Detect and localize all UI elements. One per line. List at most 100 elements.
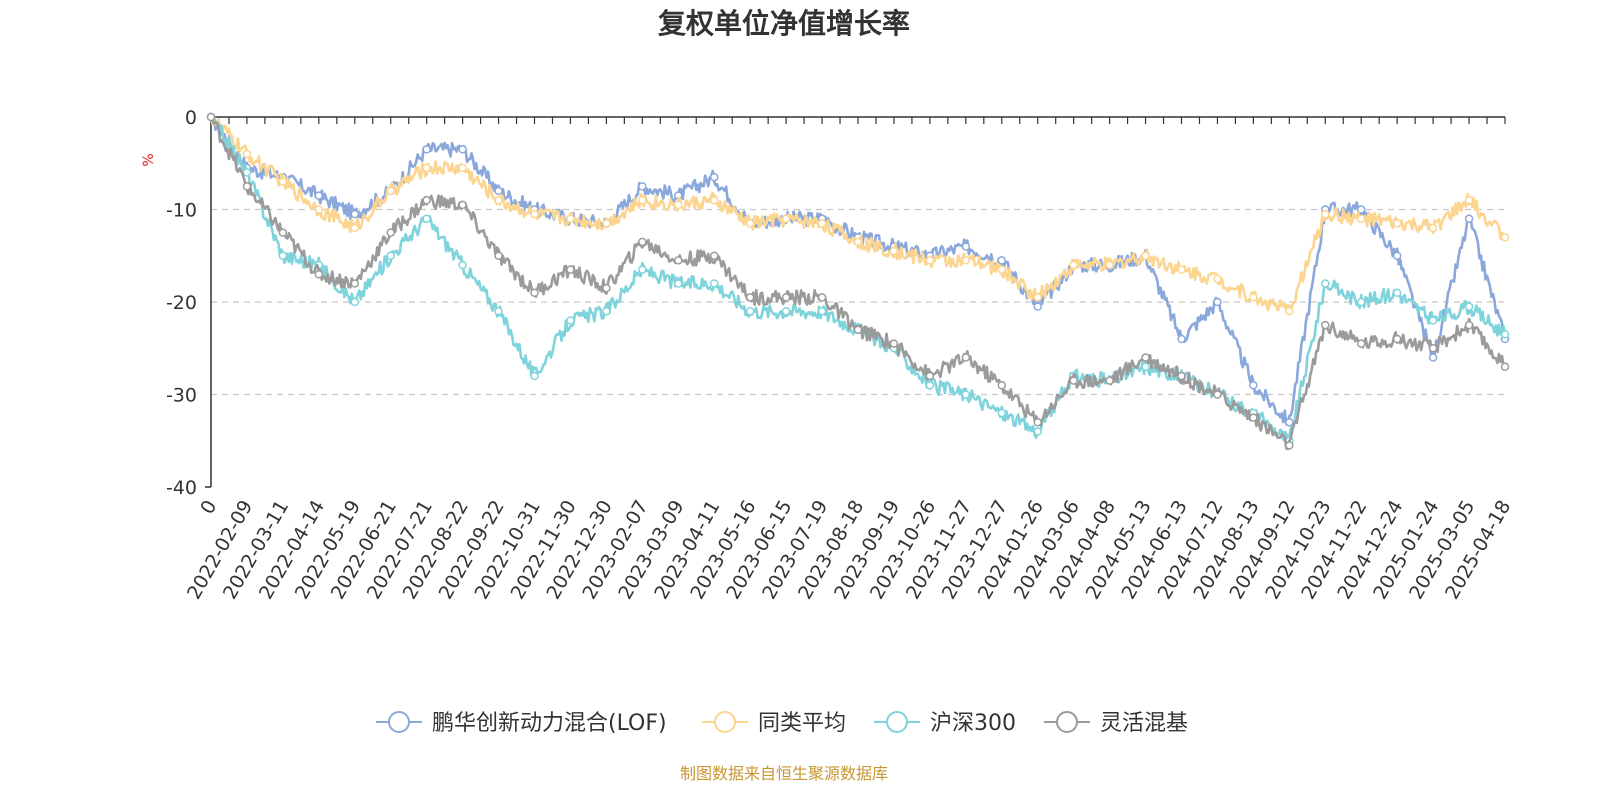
- data-point: [1356, 297, 1366, 307]
- data-point: [530, 209, 539, 219]
- data-point: [602, 283, 611, 293]
- data-point: [961, 242, 971, 251]
- data-point: [530, 371, 539, 381]
- data-point: [1177, 371, 1186, 381]
- data-point: [709, 196, 719, 205]
- data-point: [458, 145, 467, 154]
- data-point: [566, 214, 575, 223]
- data-point: [1033, 418, 1042, 427]
- legend-marker: [1056, 711, 1078, 733]
- data-point: [853, 237, 863, 247]
- data-point: [1141, 251, 1150, 260]
- data-point: [1428, 316, 1438, 325]
- data-point: [1392, 219, 1402, 228]
- data-point: [638, 196, 647, 205]
- data-point: [386, 251, 395, 260]
- y-tick-label: -40: [166, 477, 197, 499]
- data-point: [242, 182, 252, 191]
- legend-label: 同类平均: [758, 711, 846, 736]
- data-point: [961, 256, 971, 265]
- data-point: [1321, 320, 1330, 330]
- y-tick-label: -30: [166, 385, 197, 407]
- y-tick-label: -10: [166, 200, 197, 222]
- data-point: [1285, 418, 1294, 427]
- data-point: [1141, 362, 1150, 371]
- legend-label: 沪深300: [930, 711, 1016, 736]
- data-point: [422, 214, 431, 223]
- x-tick-label: 0: [196, 497, 221, 518]
- data-point: [1464, 302, 1474, 311]
- data-point: [997, 381, 1007, 390]
- data-point: [602, 307, 611, 316]
- data-point: [1428, 344, 1438, 353]
- series-line: [209, 116, 1506, 314]
- data-point: [1069, 376, 1078, 385]
- data-point: [566, 316, 575, 325]
- data-point: [350, 297, 360, 307]
- data-point: [925, 371, 935, 381]
- data-point: [925, 256, 935, 265]
- data-point: [817, 219, 827, 228]
- data-point: [1464, 320, 1474, 330]
- data-point: [1392, 334, 1402, 344]
- data-point: [314, 270, 324, 279]
- data-point: [386, 228, 395, 237]
- data-point: [1249, 381, 1258, 390]
- data-point: [278, 251, 288, 260]
- legend-marker: [714, 711, 736, 733]
- data-point: [1500, 233, 1510, 242]
- data-point: [1321, 209, 1330, 219]
- data-point: [1356, 205, 1366, 214]
- data-point: [566, 265, 575, 274]
- data-source-footer: 制图数据来自恒生聚源数据库: [680, 764, 888, 783]
- data-point: [386, 186, 395, 196]
- data-point: [422, 145, 431, 154]
- legend-marker: [388, 711, 410, 733]
- data-point: [997, 265, 1007, 274]
- data-point: [638, 237, 647, 247]
- legend-label: 灵活混基: [1100, 711, 1188, 736]
- data-point: [494, 196, 503, 205]
- data-point: [458, 200, 467, 210]
- data-point: [1428, 353, 1438, 362]
- legend: 鹏华创新动力混合(LOF) 同类平均 沪深300 灵活混基: [376, 711, 1188, 736]
- data-point: [709, 251, 719, 260]
- data-point: [1356, 339, 1366, 348]
- data-point: [889, 246, 899, 256]
- data-point: [1141, 353, 1150, 362]
- data-point: [781, 214, 791, 223]
- data-point: [1033, 293, 1042, 302]
- data-point: [638, 182, 647, 191]
- data-point: [853, 325, 863, 334]
- data-point: [350, 209, 360, 219]
- data-point: [961, 353, 971, 362]
- data-point: [494, 251, 503, 260]
- data-point: [674, 200, 683, 210]
- data-point: [889, 339, 899, 348]
- data-point: [1392, 251, 1402, 260]
- grid-layer: [211, 208, 1505, 396]
- data-point: [530, 288, 539, 297]
- data-point: [1428, 223, 1438, 233]
- data-point: [278, 228, 288, 237]
- data-point: [1033, 427, 1042, 436]
- data-point: [925, 381, 935, 390]
- data-point: [1500, 330, 1510, 339]
- data-point: [314, 205, 324, 214]
- data-point: [494, 307, 503, 316]
- series-line: [209, 115, 1507, 441]
- data-point: [781, 307, 791, 316]
- data-point: [1285, 441, 1294, 450]
- data-point: [242, 149, 252, 159]
- data-point: [674, 256, 683, 265]
- legend-marker: [886, 711, 908, 733]
- axis-layer: 0-10-20-30-4002022-02-092022-03-112022-0…: [166, 107, 1515, 603]
- data-point: [350, 223, 360, 233]
- data-point: [674, 279, 683, 288]
- series-layer: [206, 112, 1510, 451]
- data-point: [1392, 288, 1402, 297]
- data-point: [494, 186, 503, 196]
- data-point: [1177, 334, 1186, 344]
- data-point: [458, 260, 467, 270]
